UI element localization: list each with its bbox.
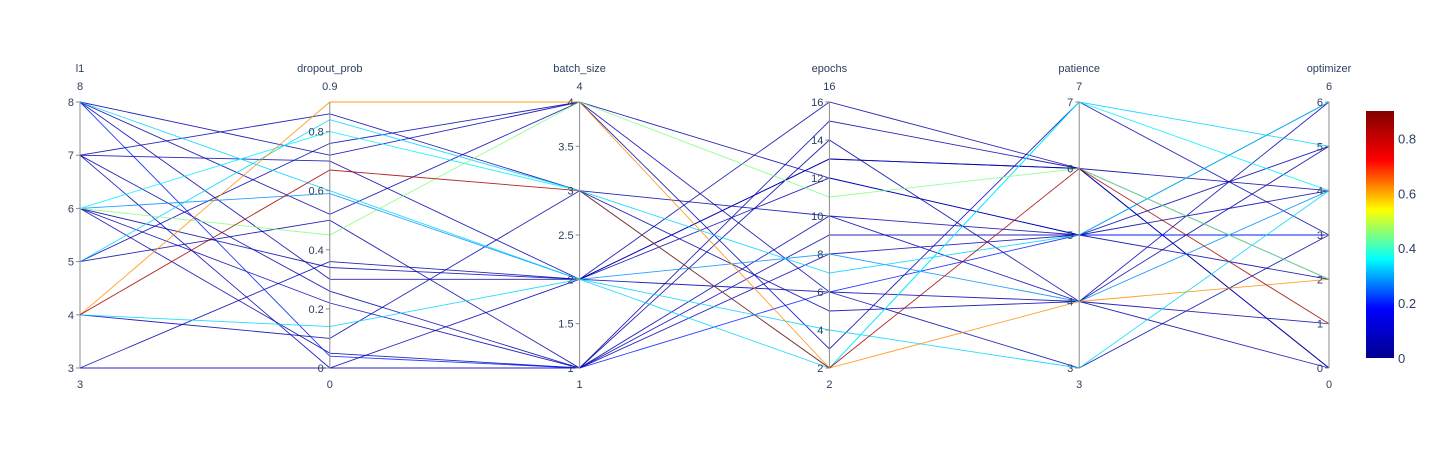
tick-label: 6 <box>1317 97 1323 109</box>
colorbar-tick-label: 0.4 <box>1398 241 1416 256</box>
data-line-14 <box>79 207 1330 369</box>
tick-label: 8 <box>817 249 823 261</box>
axis-max-label: 8 <box>77 81 83 93</box>
data-line-23 <box>79 101 1330 369</box>
axis-min-label: 3 <box>77 379 83 391</box>
axis-dropout-prob[interactable]: dropout_prob 0.9 00 0.2 0.4 0.6 0.8 <box>297 63 362 391</box>
tick-label: 8 <box>68 97 74 109</box>
colorbar-tick-label: 0.8 <box>1398 131 1416 146</box>
axis-max-label: 7 <box>1076 81 1082 93</box>
data-line-17 <box>79 101 1330 350</box>
tick-label: 6 <box>68 203 74 215</box>
tick-label: 5 <box>1067 230 1073 242</box>
data-line-8 <box>79 101 1329 369</box>
tick-label: 10 <box>811 211 823 223</box>
tick-label: 5 <box>68 257 74 269</box>
data-line-1 <box>79 167 1330 369</box>
colorbar-gradient <box>1366 111 1394 358</box>
axis-title: dropout_prob <box>297 63 362 75</box>
axis-epochs[interactable]: epochs 16 22 4 6 8 10 12 14 16 <box>811 63 847 391</box>
tick-label: 2.5 <box>558 230 573 242</box>
axis-max-label: 6 <box>1326 81 1332 93</box>
axes-layer: l183345678dropout_prob0.9000.20.40.60.8b… <box>68 63 1352 391</box>
data-line-3 <box>79 101 1330 274</box>
data-line-6 <box>79 190 1330 302</box>
colorbar: 0 0.2 0.4 0.6 0.8 <box>1366 111 1416 366</box>
axis-title: epochs <box>812 63 848 75</box>
tick-label: 0.4 <box>309 245 324 257</box>
tick-label: 1 <box>1317 319 1323 331</box>
tick-label: 0.8 <box>309 127 324 139</box>
axis-batch-size[interactable]: batch_size 4 11 1.5 2 2.5 3 3.5 4 <box>553 63 606 391</box>
colorbar-tick-label: 0.6 <box>1398 186 1416 201</box>
data-line-13 <box>79 145 1330 369</box>
tick-label: 3 <box>567 186 573 198</box>
tick-label: 2 <box>1317 274 1323 286</box>
tick-label: 16 <box>811 97 823 109</box>
data-line-4 <box>79 101 1330 369</box>
tick-label: 0.2 <box>309 304 324 316</box>
tick-label: 2 <box>817 363 823 375</box>
axis-max-label: 4 <box>577 81 583 93</box>
data-line-11 <box>79 101 1330 303</box>
data-line-15 <box>79 120 1330 369</box>
lines-layer <box>79 101 1330 369</box>
axis-min-label: 1 <box>577 379 583 391</box>
tick-label: 1.5 <box>558 319 573 331</box>
tick-label: 12 <box>811 173 823 185</box>
axis-min-label: 3 <box>1076 379 1082 391</box>
tick-label: 3 <box>1317 230 1323 242</box>
data-line-0 <box>79 101 1330 369</box>
axis-title: batch_size <box>553 63 606 75</box>
axis-l1[interactable]: l1 8 33 4 5 6 7 8 <box>68 63 84 391</box>
axis-optimizer[interactable]: optimizer 6 00 1 2 3 4 5 6 <box>1307 63 1352 391</box>
tick-label: 7 <box>68 150 74 162</box>
axis-min-label: 2 <box>826 379 832 391</box>
tick-label: 4 <box>1067 297 1073 309</box>
data-line-18 <box>79 190 1330 339</box>
data-line-7 <box>79 190 1330 369</box>
tick-label: 1 <box>567 363 573 375</box>
axis-max-label: 0.9 <box>322 81 337 93</box>
data-line-2 <box>79 101 1330 280</box>
tick-label: 3 <box>1067 363 1073 375</box>
tick-label: 6 <box>1067 164 1073 176</box>
axis-min-label: 0 <box>1326 379 1332 391</box>
data-line-20 <box>79 139 1330 369</box>
axis-title: optimizer <box>1307 63 1352 75</box>
tick-label: 0 <box>1317 363 1323 375</box>
tick-label: 4 <box>1317 186 1323 198</box>
tick-label: 4 <box>567 97 573 109</box>
axis-max-label: 16 <box>823 81 835 93</box>
axis-title: l1 <box>76 63 85 75</box>
axis-patience[interactable]: patience 7 33 4 5 6 7 <box>1058 63 1100 391</box>
tick-label: 2 <box>567 274 573 286</box>
tick-label: 4 <box>817 325 823 337</box>
data-line-21 <box>79 190 1330 369</box>
tick-label: 3 <box>68 363 74 375</box>
tick-label: 5 <box>1317 141 1323 153</box>
tick-label: 0 <box>318 363 324 375</box>
colorbar-tick-label: 0 <box>1398 351 1405 366</box>
tick-label: 4 <box>68 310 74 322</box>
tick-label: 3.5 <box>558 141 573 153</box>
axis-title: patience <box>1058 63 1100 75</box>
tick-label: 0.6 <box>309 186 324 198</box>
axis-min-label: 0 <box>327 379 333 391</box>
tick-label: 6 <box>817 287 823 299</box>
tick-label: 14 <box>811 135 823 147</box>
data-line-16 <box>79 207 1330 369</box>
tick-label: 7 <box>1067 97 1073 109</box>
colorbar-tick-label: 0.2 <box>1398 296 1416 311</box>
